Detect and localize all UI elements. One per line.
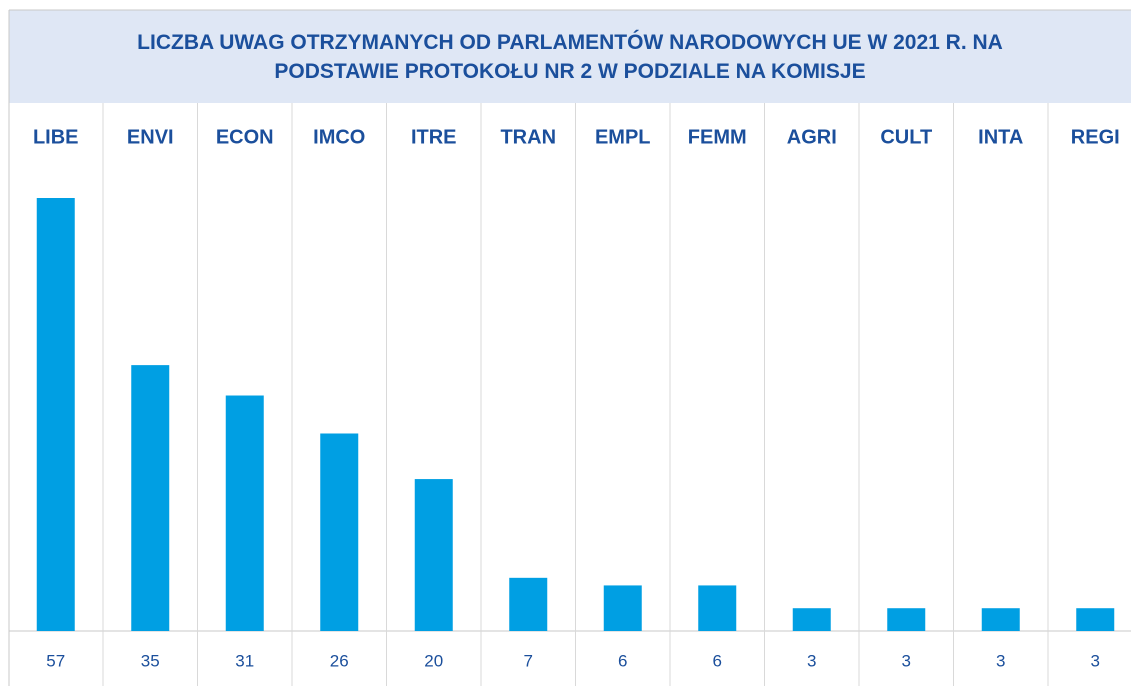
bar <box>981 608 1020 631</box>
bar <box>1076 608 1115 631</box>
bar <box>131 365 170 631</box>
category-label: REGI <box>1071 126 1120 148</box>
title-band: LICZBA UWAG OTRZYMANYCH OD PARLAMENTÓW N… <box>9 10 1131 103</box>
value-label: 3 <box>1091 651 1100 670</box>
value-label: 35 <box>141 651 160 670</box>
category-label: ITRE <box>411 126 457 148</box>
bar <box>509 577 548 631</box>
bar <box>414 479 453 631</box>
value-label: 6 <box>618 651 627 670</box>
bar <box>698 585 737 631</box>
value-label: 57 <box>46 651 65 670</box>
value-label: 3 <box>902 651 911 670</box>
value-label: 7 <box>524 651 533 670</box>
category-label: FEMM <box>688 126 747 148</box>
category-label: LIBE <box>33 126 79 148</box>
value-label: 20 <box>424 651 443 670</box>
chart-title: LICZBA UWAG OTRZYMANYCH OD PARLAMENTÓW N… <box>137 30 1003 83</box>
value-label: 26 <box>330 651 349 670</box>
bar <box>320 433 359 631</box>
category-label: CULT <box>880 126 932 148</box>
category-label: EMPL <box>595 126 651 148</box>
category-label: ECON <box>216 126 274 148</box>
category-label: AGRI <box>787 126 837 148</box>
bar <box>36 198 75 631</box>
category-label: INTA <box>978 126 1023 148</box>
category-label: TRAN <box>500 126 556 148</box>
value-label: 6 <box>713 651 722 670</box>
value-label: 3 <box>996 651 1005 670</box>
bar <box>887 608 926 631</box>
bar <box>225 395 264 631</box>
category-label: IMCO <box>313 126 365 148</box>
bar <box>792 608 831 631</box>
value-label: 31 <box>235 651 254 670</box>
value-label: 3 <box>807 651 816 670</box>
category-label: ENVI <box>127 126 174 148</box>
bar <box>603 585 642 631</box>
